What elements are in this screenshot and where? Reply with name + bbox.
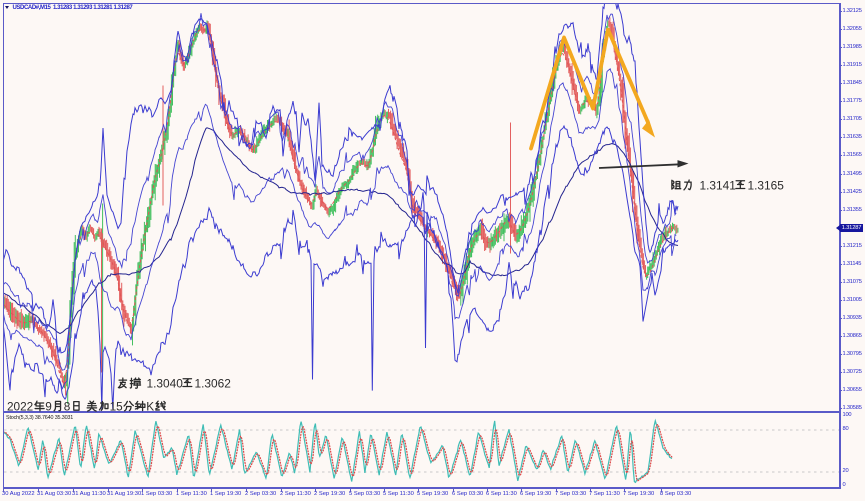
svg-text:2022: 2022 xyxy=(7,399,33,413)
svg-text:1.3165: 1.3165 xyxy=(748,179,785,193)
svg-text:1.3040: 1.3040 xyxy=(147,376,184,390)
svg-text:15: 15 xyxy=(110,399,124,413)
svg-text:1.3141: 1.3141 xyxy=(700,179,737,193)
svg-text:1.3062: 1.3062 xyxy=(195,376,232,390)
svg-text:8: 8 xyxy=(64,399,71,413)
svg-text:K: K xyxy=(146,399,154,413)
svg-text:9: 9 xyxy=(45,399,52,413)
